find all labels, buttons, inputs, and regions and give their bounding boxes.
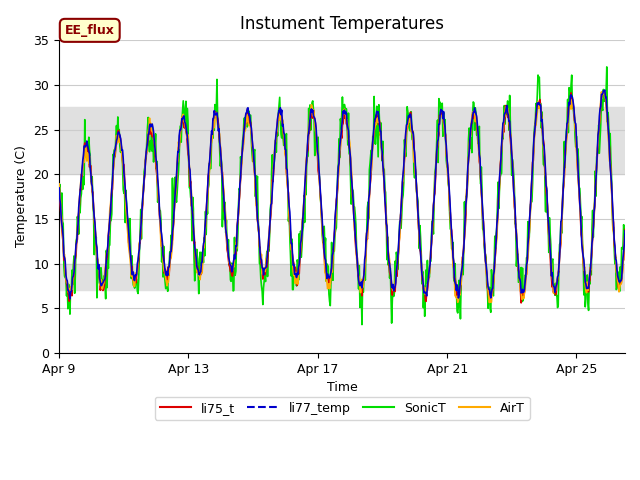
- SonicT: [374, 154, 382, 160]
- SonicT: [437, 112, 445, 118]
- SonicT: [358, 322, 366, 327]
- AirT: [55, 181, 63, 187]
- SonicT: [372, 141, 380, 147]
- li77_temp: [298, 231, 306, 237]
- li75_t: [621, 227, 629, 232]
- AirT: [486, 300, 493, 305]
- Line: li75_t: li75_t: [59, 93, 625, 303]
- li75_t: [600, 90, 608, 96]
- SonicT: [298, 254, 305, 260]
- SonicT: [338, 112, 346, 118]
- li77_temp: [437, 107, 445, 112]
- Bar: [59, 264, 625, 290]
- AirT: [621, 229, 629, 235]
- SonicT: [55, 185, 63, 191]
- li75_t: [55, 183, 63, 189]
- Legend: li75_t, li77_temp, SonicT, AirT: li75_t, li77_temp, SonicT, AirT: [154, 397, 530, 420]
- li77_temp: [200, 241, 207, 247]
- Title: Instument Temperatures: Instument Temperatures: [240, 15, 444, 33]
- AirT: [338, 126, 346, 132]
- li75_t: [517, 300, 525, 306]
- Bar: [59, 107, 625, 174]
- li77_temp: [66, 296, 74, 302]
- AirT: [199, 255, 207, 261]
- li77_temp: [372, 115, 380, 121]
- AirT: [600, 88, 608, 94]
- li75_t: [436, 115, 444, 121]
- li77_temp: [339, 115, 346, 121]
- AirT: [374, 115, 381, 121]
- SonicT: [621, 235, 629, 241]
- Line: SonicT: SonicT: [59, 67, 625, 324]
- AirT: [371, 125, 379, 131]
- li77_temp: [55, 185, 63, 191]
- li77_temp: [374, 109, 382, 115]
- X-axis label: Time: Time: [326, 381, 358, 394]
- Y-axis label: Temperature (C): Temperature (C): [15, 145, 28, 248]
- li75_t: [298, 243, 305, 249]
- SonicT: [199, 252, 207, 257]
- li77_temp: [601, 87, 609, 93]
- Line: AirT: AirT: [59, 91, 625, 302]
- Line: li77_temp: li77_temp: [59, 90, 625, 299]
- li75_t: [199, 254, 207, 260]
- AirT: [298, 239, 305, 245]
- li77_temp: [621, 228, 629, 234]
- li75_t: [374, 115, 381, 121]
- li75_t: [338, 135, 346, 141]
- AirT: [436, 113, 444, 119]
- SonicT: [603, 64, 611, 70]
- Text: EE_flux: EE_flux: [65, 24, 115, 37]
- li75_t: [371, 121, 379, 127]
